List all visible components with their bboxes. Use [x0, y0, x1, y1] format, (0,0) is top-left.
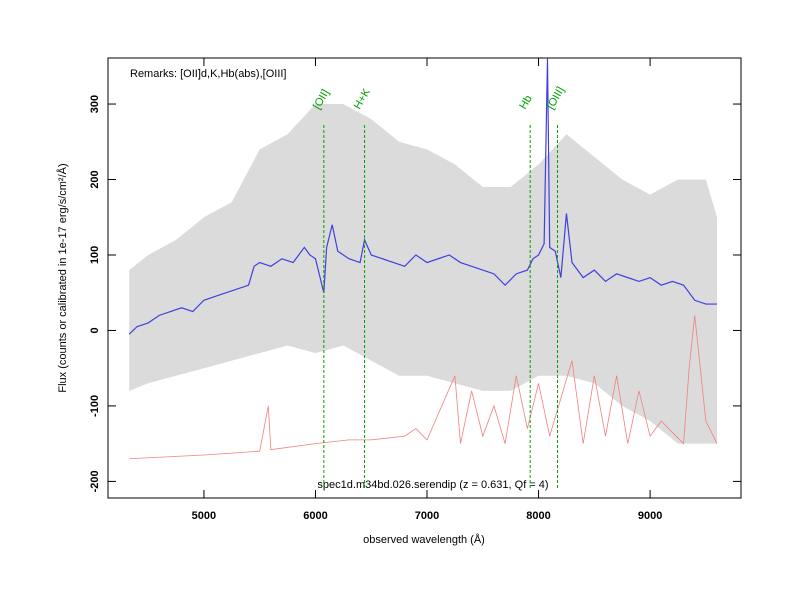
x-tick-label: 5000	[192, 510, 216, 522]
x-tick-label: 8000	[526, 510, 550, 522]
y-tick-label: 300	[89, 95, 101, 113]
y-tick-label: -100	[89, 395, 101, 417]
y-tick-label: -200	[89, 470, 101, 492]
x-tick-label: 7000	[415, 510, 439, 522]
y-tick-label: 0	[89, 327, 101, 333]
plot-area	[128, 58, 718, 460]
axes-frame	[107, 57, 742, 499]
x-tick-label: 9000	[638, 510, 662, 522]
x-tick-label: 6000	[303, 510, 327, 522]
noise-band	[129, 104, 718, 444]
y-tick-label: 200	[89, 170, 101, 188]
y-tick-label: 100	[89, 246, 101, 264]
caption: spec1d.m34bd.026.serendip (z = 0.631, Qf…	[317, 479, 548, 491]
sky-spectrum	[129, 315, 718, 460]
remarks: Remarks: [OII]d,K,Hb(abs),[OIII]	[130, 68, 286, 80]
y-axis-label: Flux (counts or calibrated in 1e-17 erg/…	[56, 163, 69, 392]
x-axis-label: observed wavelength (Å)	[363, 533, 485, 546]
object-spectrum	[128, 58, 718, 335]
